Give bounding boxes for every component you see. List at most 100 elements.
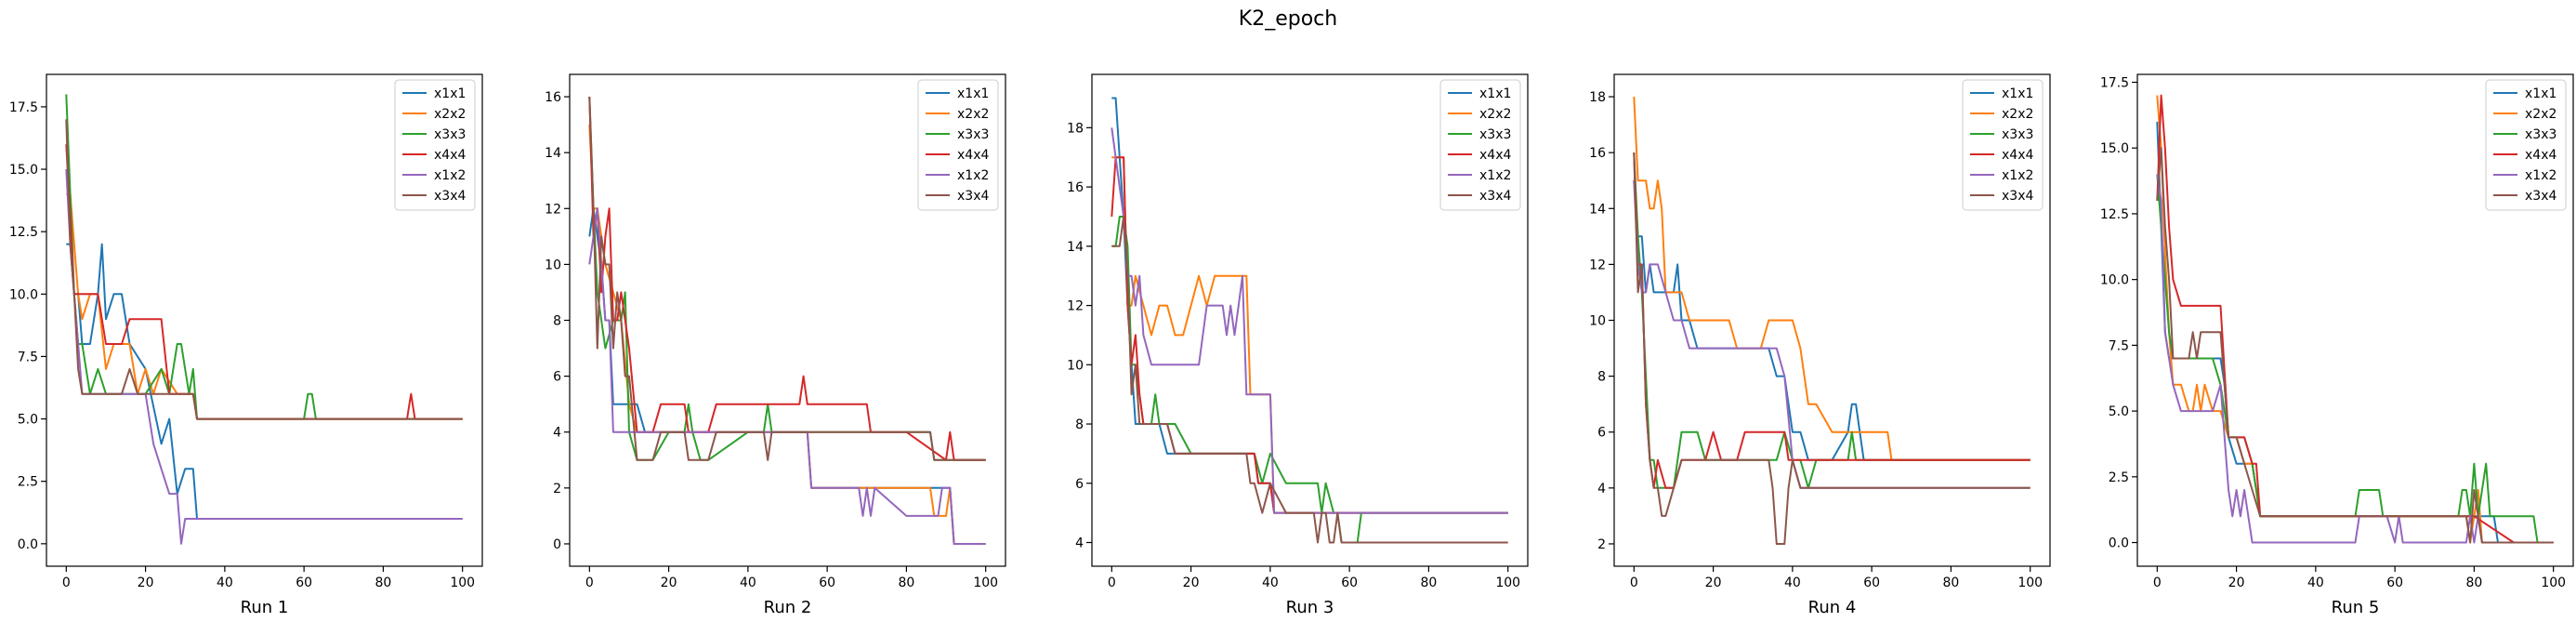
series-line-x1x2 [2156, 174, 2554, 544]
legend-label-x3x3: x3x3 [1479, 127, 1511, 142]
legend-label-x2x2: x2x2 [2525, 107, 2556, 122]
x-tick-label: 20 [1183, 576, 1200, 590]
legend-label-x1x1: x1x1 [434, 86, 466, 101]
subplot-3: 0 20 40 60 80 100 4 6 8 10 12 14 16 18 Run 3 x1x1 x2x2 x3… [1067, 73, 1529, 617]
y-tick-label: 0.0 [18, 537, 38, 552]
x-tick-label: 0 [62, 576, 71, 590]
legend-label-x1x2: x1x2 [434, 168, 466, 183]
y-tick-label: 16 [545, 90, 561, 105]
y-tick-label: 15.0 [9, 163, 38, 178]
y-tick-label: 4 [553, 426, 561, 441]
y-tick-label: 18 [1067, 121, 1084, 136]
y-tick-label: 10 [1589, 314, 1606, 329]
axes-frame [2136, 73, 2574, 567]
y-tick-label: 2.5 [2109, 470, 2129, 485]
legend-label-x1x2: x1x2 [957, 168, 989, 183]
legend-label-x3x4: x3x4 [1479, 189, 1511, 204]
legend-label-x1x1: x1x1 [1479, 86, 1511, 101]
legend-label-x3x4: x3x4 [2525, 189, 2556, 204]
figure-title: K2_epoch [1239, 7, 1337, 31]
y-tick-label: 12.5 [9, 225, 38, 240]
y-tick-label: 5.0 [2109, 404, 2129, 419]
legend-label-x3x3: x3x3 [2002, 127, 2033, 142]
legend-label-x1x2: x1x2 [2525, 168, 2556, 183]
y-tick-label: 6 [553, 370, 561, 385]
x-axis-label: Run 4 [1808, 598, 1857, 617]
x-tick-label: 20 [661, 576, 677, 590]
series-line-x1x2 [1111, 127, 1508, 514]
x-tick-label: 0 [1108, 576, 1116, 590]
y-tick-label: 16 [1589, 146, 1606, 161]
x-tick-label: 20 [1705, 576, 1722, 590]
x-tick-label: 40 [740, 576, 756, 590]
x-tick-label: 20 [138, 576, 154, 590]
y-tick-label: 2.5 [18, 475, 38, 490]
x-tick-label: 60 [1863, 576, 1880, 590]
series-line-x3x4 [65, 119, 463, 420]
legend-label-x2x2: x2x2 [434, 107, 466, 122]
x-tick-label: 80 [898, 576, 914, 590]
y-tick-label: 12 [545, 202, 561, 217]
legend-label-x4x4: x4x4 [434, 148, 466, 163]
series-lines [65, 94, 463, 545]
x-tick-label: 80 [375, 576, 391, 590]
legend-label-x1x1: x1x1 [2525, 86, 2556, 101]
legend-label-x4x4: x4x4 [957, 148, 989, 163]
axes-frame [46, 73, 483, 567]
y-tick-label: 14 [1067, 240, 1084, 255]
series-lines [1111, 97, 1508, 544]
series-line-x3x4 [1111, 216, 1508, 544]
x-tick-label: 100 [973, 576, 998, 590]
y-tick-label: 6 [1075, 477, 1084, 492]
legend-label-x3x4: x3x4 [434, 189, 466, 204]
x-tick-label: 0 [1630, 576, 1638, 590]
x-axis-label: Run 1 [241, 598, 289, 617]
y-tick-label: 14 [1589, 202, 1606, 217]
x-tick-label: 0 [2153, 576, 2162, 590]
y-tick-label: 7.5 [18, 350, 38, 364]
legend: x1x1 x2x2 x3x3 x4x4 x1x2 x3x4 [2485, 79, 2567, 211]
x-axis-label: Run 5 [2332, 598, 2380, 617]
y-tick-label: 17.5 [2100, 75, 2129, 90]
legend-label-x3x3: x3x3 [434, 127, 466, 142]
x-tick-label: 80 [2465, 576, 2482, 590]
series-line-x3x4 [1633, 152, 2031, 545]
y-tick-label: 4 [1597, 482, 1606, 496]
subplot-2: 0 20 40 60 80 100 0 2 4 6 8 10 12 14 16 Run 2 x1x1 x2x2 x3… [545, 73, 1006, 617]
x-tick-label: 60 [296, 576, 312, 590]
y-tick-label: 8 [1075, 417, 1084, 432]
legend-label-x2x2: x2x2 [957, 107, 989, 122]
x-tick-label: 100 [450, 576, 475, 590]
y-tick-label: 10.0 [9, 287, 38, 302]
y-tick-label: 10.0 [2100, 273, 2129, 288]
x-tick-label: 60 [2386, 576, 2403, 590]
x-axis-label: Run 2 [764, 598, 812, 617]
legend-label-x4x4: x4x4 [2525, 148, 2556, 163]
subplot-1: 0 20 40 60 80 100 0.0 2.5 5.0 7.5 10.0 12.5 15.0 17.5… [9, 73, 483, 617]
legend: x1x1 x2x2 x3x3 x4x4 x1x2 x3x4 [1439, 79, 1521, 211]
legend: x1x1 x2x2 x3x3 x4x4 x1x2 x3x4 [1962, 79, 2044, 211]
series-lines [588, 96, 986, 545]
legend-label-x3x3: x3x3 [2525, 127, 2556, 142]
y-tick-label: 2 [553, 482, 561, 496]
series-line-x3x4 [588, 96, 986, 461]
legend-label-x4x4: x4x4 [2002, 148, 2033, 163]
y-tick-label: 10 [1067, 358, 1084, 373]
series-line-x3x3 [2156, 174, 2554, 544]
x-tick-label: 80 [1942, 576, 1959, 590]
axes-container: 0 20 40 60 80 1000.02.55.07.510.012.515.017.5… [9, 73, 2574, 617]
x-axis-label: Run 3 [1286, 598, 1334, 617]
legend-label-x1x1: x1x1 [957, 86, 989, 101]
x-tick-label: 40 [2307, 576, 2324, 590]
legend-label-x3x3: x3x3 [957, 127, 989, 142]
x-tick-label: 40 [217, 576, 233, 590]
y-tick-label: 15.0 [2100, 141, 2129, 156]
x-tick-label: 60 [819, 576, 835, 590]
x-tick-label: 100 [2017, 576, 2043, 590]
y-tick-label: 16 [1067, 180, 1084, 195]
legend-label-x4x4: x4x4 [1479, 148, 1511, 163]
y-tick-label: 12.5 [2100, 207, 2129, 222]
legend-label-x2x2: x2x2 [1479, 107, 1511, 122]
